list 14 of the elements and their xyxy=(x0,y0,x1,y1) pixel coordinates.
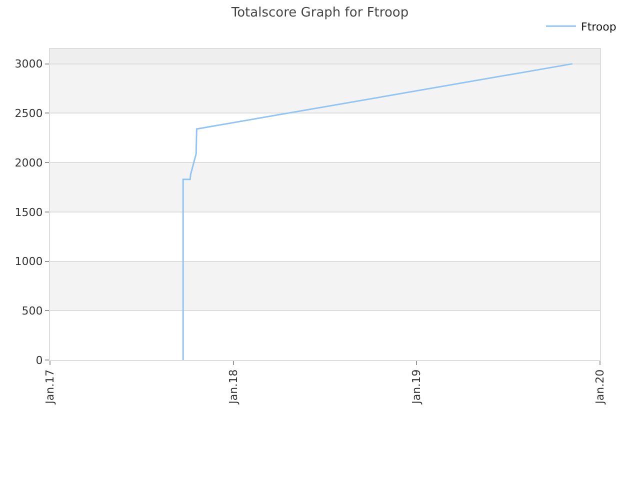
y-tick-label: 2500 xyxy=(14,107,43,120)
y-tick-label: 2000 xyxy=(14,156,43,170)
chart-title: Totalscore Graph for Ftroop xyxy=(230,5,409,20)
line-series xyxy=(182,63,574,360)
legend-label: Ftroop xyxy=(581,20,616,34)
y-tick-label: 500 xyxy=(22,304,43,318)
x-tick-label: Jan.17 xyxy=(44,369,57,405)
y-tick-label: 3000 xyxy=(14,58,43,71)
y-tick-label: 1000 xyxy=(14,255,43,268)
y-tick-label: 0 xyxy=(36,354,43,367)
x-tick-label: Jan.18 xyxy=(226,369,240,405)
x-tick-label: Jan.20 xyxy=(594,369,607,405)
y-tick-label: 1500 xyxy=(14,206,43,219)
x-tick-label: Jan.19 xyxy=(410,369,424,405)
